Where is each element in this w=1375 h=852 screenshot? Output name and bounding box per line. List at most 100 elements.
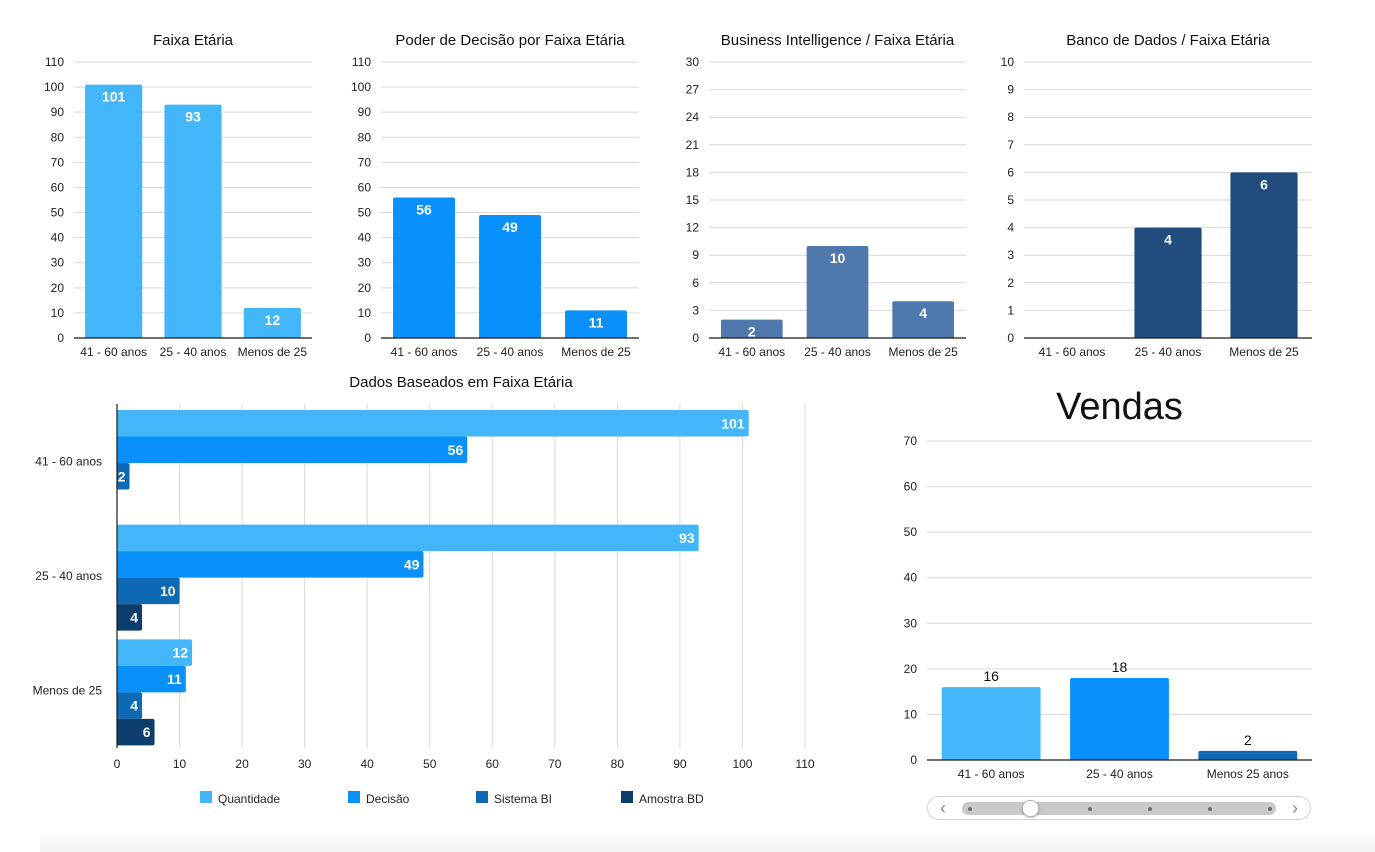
slider-dot[interactable] — [1148, 807, 1152, 811]
slider-dot[interactable] — [1208, 807, 1212, 811]
combined-legend-swatch — [621, 791, 633, 803]
vendas-y-tick-label: 70 — [904, 434, 918, 448]
slider-dot[interactable] — [968, 807, 972, 811]
decisao-y-tick-label: 30 — [358, 256, 372, 270]
combined-y-tick-label: Menos de 25 — [33, 684, 103, 698]
decisao-data-label: 56 — [416, 201, 432, 217]
faixa-data-label: 12 — [265, 312, 281, 328]
bi-y-tick-label: 3 — [692, 303, 699, 317]
combined-bar — [117, 639, 193, 666]
bi-data-label: 2 — [748, 324, 756, 340]
faixa-data-label: 101 — [102, 89, 126, 105]
combined-data-label: 2 — [118, 468, 126, 484]
vendas-bar — [1070, 677, 1169, 760]
bi-y-tick-label: 18 — [686, 165, 700, 179]
combined-x-tick-label: 0 — [114, 757, 121, 771]
bd-chart: Banco de Dados / Faixa Etária 0 1 2 3 4 5 6 7 8 9 1… — [1001, 32, 1312, 359]
faixa-y-tick-label: 70 — [51, 155, 65, 169]
combined-x-tick-label: 80 — [611, 757, 625, 771]
combined-bar — [117, 463, 130, 490]
vendas-x-tick-label: 41 - 60 anos — [958, 767, 1025, 781]
chart-slider[interactable]: ‹ › — [927, 796, 1311, 820]
faixa-data-label: 93 — [185, 109, 201, 125]
slider-dot[interactable] — [1088, 807, 1092, 811]
bd-y-tick-label: 1 — [1007, 303, 1014, 317]
combined-bar — [117, 692, 143, 719]
vendas-data-label: 2 — [1244, 732, 1252, 748]
bd-data-label: 6 — [1260, 176, 1268, 192]
bd-y-tick-label: 10 — [1001, 55, 1015, 69]
vendas-y-tick-label: 10 — [904, 707, 918, 721]
combined-x-tick-label: 90 — [673, 757, 687, 771]
bd-y-tick-label: 6 — [1007, 165, 1014, 179]
bd-title: Banco de Dados / Faixa Etária — [1066, 32, 1270, 49]
decisao-y-tick-label: 110 — [352, 55, 371, 69]
combined-legend-label: Amostra BD — [639, 792, 704, 806]
bd-y-tick-label: 3 — [1007, 248, 1014, 262]
combined-x-tick-label: 70 — [548, 757, 562, 771]
combined-x-tick-label: 60 — [486, 757, 500, 771]
combined-x-tick-label: 100 — [732, 757, 752, 771]
vendas-y-tick-label: 20 — [904, 662, 918, 676]
bi-y-tick-label: 15 — [686, 193, 700, 207]
faixa-y-tick-label: 10 — [51, 306, 65, 320]
combined-data-label: 56 — [448, 442, 464, 458]
slider-track[interactable] — [962, 800, 1276, 817]
bd-bar — [1134, 227, 1202, 338]
combined-data-label: 93 — [679, 530, 695, 546]
decisao-bar — [479, 215, 541, 338]
decisao-y-tick-label: 50 — [358, 206, 372, 220]
faixa-bar — [85, 84, 143, 338]
faixa-y-tick-label: 20 — [51, 281, 65, 295]
combined-bar — [117, 410, 749, 437]
bi-bar — [806, 246, 869, 338]
bi-title: Business Intelligence / Faixa Etária — [721, 32, 955, 49]
faixa-y-tick-label: 30 — [51, 256, 65, 270]
combined-x-tick-label: 50 — [423, 757, 437, 771]
combined-data-label: 10 — [160, 583, 176, 599]
combined-data-label: 11 — [167, 671, 182, 687]
slider-knob[interactable] — [1022, 800, 1039, 817]
decisao-y-tick-label: 80 — [358, 130, 372, 144]
bd-x-tick-label: 41 - 60 anos — [1039, 345, 1106, 359]
combined-data-label: 12 — [172, 645, 188, 661]
bd-y-tick-label: 5 — [1007, 193, 1014, 207]
decisao-data-label: 11 — [589, 314, 604, 330]
decisao-x-tick-label: Menos de 25 — [561, 345, 631, 359]
bi-y-tick-label: 12 — [686, 221, 700, 235]
bi-data-label: 10 — [830, 250, 846, 266]
vendas-y-tick-label: 50 — [904, 525, 918, 539]
combined-bar — [117, 665, 186, 693]
bd-y-tick-label: 7 — [1007, 138, 1014, 152]
bi-x-tick-label: 41 - 60 anos — [718, 345, 785, 359]
bi-x-tick-label: 25 - 40 anos — [804, 345, 871, 359]
bd-data-label: 4 — [1164, 232, 1172, 248]
combined-bar — [117, 551, 424, 578]
vendas-x-tick-label: 25 - 40 anos — [1086, 767, 1153, 781]
bi-bar — [892, 301, 955, 338]
combined-data-label: 49 — [404, 556, 420, 572]
decisao-bar — [393, 197, 455, 338]
combined-x-tick-label: 40 — [361, 757, 375, 771]
combined-legend-swatch — [200, 791, 212, 803]
faixa-y-tick-label: 40 — [51, 231, 65, 245]
decisao-y-tick-label: 0 — [364, 331, 371, 345]
faixa-y-tick-label: 110 — [45, 55, 64, 69]
bi-y-tick-label: 30 — [686, 55, 700, 69]
combined-data-label: 4 — [130, 609, 138, 625]
bottom-edge — [40, 832, 1375, 852]
chevron-right-icon[interactable]: › — [1292, 798, 1298, 818]
vendas-x-tick-label: Menos 25 anos — [1207, 767, 1289, 781]
faixa-title: Faixa Etária — [153, 32, 234, 49]
decisao-y-tick-label: 20 — [358, 281, 372, 295]
bd-x-tick-label: Menos de 25 — [1229, 345, 1299, 359]
slider-dot[interactable] — [1268, 807, 1272, 811]
chevron-left-icon[interactable]: ‹ — [940, 798, 946, 818]
faixa-x-tick-label: 25 - 40 anos — [160, 345, 227, 359]
faixa-x-tick-label: Menos de 25 — [238, 345, 308, 359]
combined-legend-swatch — [348, 791, 360, 803]
faixa-chart: Faixa Etária 0 10 20 30 40 50 60 70 80 90 100 110 41 … — [44, 32, 312, 359]
decisao-title: Poder de Decisão por Faixa Etária — [395, 32, 625, 49]
bi-y-tick-label: 27 — [686, 83, 700, 97]
